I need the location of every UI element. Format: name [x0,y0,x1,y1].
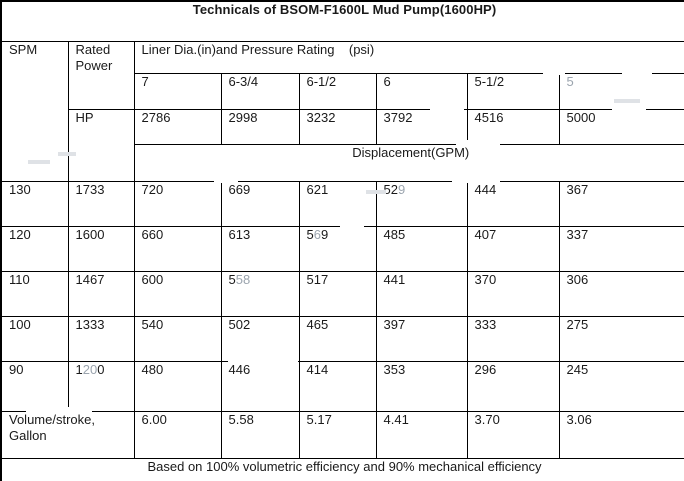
displacement-value-cell: 720 [133,180,222,227]
displacement-header-row: Displacement(GPM) [1,143,684,182]
liner-size-header: 5 [558,72,684,110]
spm-cell: 110 [0,270,69,317]
watermark-dash [452,177,500,183]
displacement-value-cell: 558 [220,270,300,317]
displacement-value-cell: 540 [133,315,222,362]
volume-value-cell: 4.41 [375,410,468,459]
spm-data-row: 120 1600 660 613 569 485 407 337 [0,225,684,272]
hp-cell: 1200 [67,360,135,412]
watermark-dash [26,407,92,413]
displacement-value-cell: 414 [298,360,377,412]
liner-size-header: 6-3/4 [220,72,300,110]
rated-power-header: Rated Power [67,40,135,110]
hp-column-header: HP [67,108,135,182]
watermark-dash [596,62,612,68]
displacement-value-cell: 296 [466,360,560,412]
pressure-rating-cell: 3232 [298,108,377,145]
displacement-value-cell: 669 [220,180,300,227]
spm-data-row: 130 1733 720 669 621 529 444 367 [0,180,684,227]
displacement-value-cell: 529 [375,180,468,227]
displacement-value-cell: 441 [375,270,468,317]
watermark-dash [228,357,298,363]
title-row: Technicals of BSOM-F1600L Mud Pump(1600H… [0,0,684,42]
liner-size-header: 7 [133,72,222,110]
volume-value-cell: 5.58 [220,410,300,459]
displacement-value-cell: 370 [466,270,560,317]
pressure-rating-cell: 2998 [220,108,300,145]
liner-header-row: SPM Rated Power Liner Dia.(in)and Pressu… [0,40,684,182]
volume-stroke-label: Volume/stroke, Gallon [0,410,135,459]
displacement-value-cell: 407 [466,225,560,272]
displacement-value-cell: 245 [558,360,684,412]
watermark-dash [614,99,640,103]
watermark-dash [58,152,76,156]
hp-cell: 1600 [67,225,135,272]
spm-data-row: 90 1200 480 446 414 353 296 245 [0,360,684,412]
volume-value-cell: 3.06 [558,410,684,459]
liner-dia-pressure-header: Liner Dia.(in)and Pressure Rating (psi) [133,40,684,74]
watermark-dash [340,222,364,228]
spm-column-header: SPM [0,40,69,182]
spm-cell: 100 [0,315,69,362]
watermark-dash [28,160,50,164]
watermark-dash [430,108,464,114]
displacement-value-cell: 337 [558,225,684,272]
pressure-rating-cell: 3792 [375,108,468,145]
liner-size-header: 5-1/2 [466,72,560,110]
displacement-value-cell: 446 [220,360,300,412]
displacement-value-cell: 333 [466,315,560,362]
displacement-value-cell: 660 [133,225,222,272]
page-title: Technicals of BSOM-F1600L Mud Pump(1600H… [0,0,684,42]
pressure-ratings-row: HP 2786 2998 3232 3792 4516 5000 [1,108,684,182]
watermark-dash [214,178,238,183]
watermark-dash [660,58,674,63]
liner-sizes-row: 7 6-3/4 6-1/2 6 5-1/2 5 [1,72,684,110]
displacement-value-cell: 621 [298,180,377,227]
spm-cell: 90 [0,360,69,412]
watermark-dash [543,69,565,75]
footer-row: Based on 100% volumetric efficiency and … [0,457,684,481]
displacement-value-cell: 306 [558,270,684,317]
pressure-rating-cell: 5000 [558,108,684,145]
watermark-dash [366,190,386,194]
watermark-dash [456,140,500,146]
displacement-value-cell: 502 [220,315,300,362]
displacement-value-cell: 480 [133,360,222,412]
displacement-value-cell: 353 [375,360,468,412]
displacement-value-cell: 569 [298,225,377,272]
watermark-dash [622,69,652,75]
hp-cell: 1467 [67,270,135,317]
spm-cell: 120 [0,225,69,272]
displacement-value-cell: 613 [220,225,300,272]
displacement-value-cell: 517 [298,270,377,317]
displacement-value-cell: 444 [466,180,560,227]
displacement-value-cell: 600 [133,270,222,317]
spm-data-row: 110 1467 600 558 517 441 370 306 [0,270,684,317]
displacement-value-cell: 367 [558,180,684,227]
hp-cell: 1333 [67,315,135,362]
displacement-value-cell: 465 [298,315,377,362]
displacement-value-cell: 275 [558,315,684,362]
spm-data-row: 100 1333 540 502 465 397 333 275 [0,315,684,362]
volume-value-cell: 3.70 [466,410,560,459]
efficiency-note: Based on 100% volumetric efficiency and … [0,457,684,481]
displacement-header: Displacement(GPM) [133,143,684,182]
hp-cell: 1733 [67,180,135,227]
watermark-dash [612,105,646,111]
displacement-value-cell: 485 [375,225,468,272]
liner-size-header: 6 [375,72,468,110]
pressure-rating-cell: 2786 [133,108,222,145]
volume-per-stroke-row: Volume/stroke, Gallon 6.00 5.58 5.17 4.41 3.… [0,410,684,459]
liner-size-header: 6-1/2 [298,72,377,110]
volume-value-cell: 6.00 [133,410,222,459]
volume-value-cell: 5.17 [298,410,377,459]
pressure-rating-cell: 4516 [466,108,560,145]
displacement-value-cell: 397 [375,315,468,362]
spm-cell: 130 [0,180,69,227]
